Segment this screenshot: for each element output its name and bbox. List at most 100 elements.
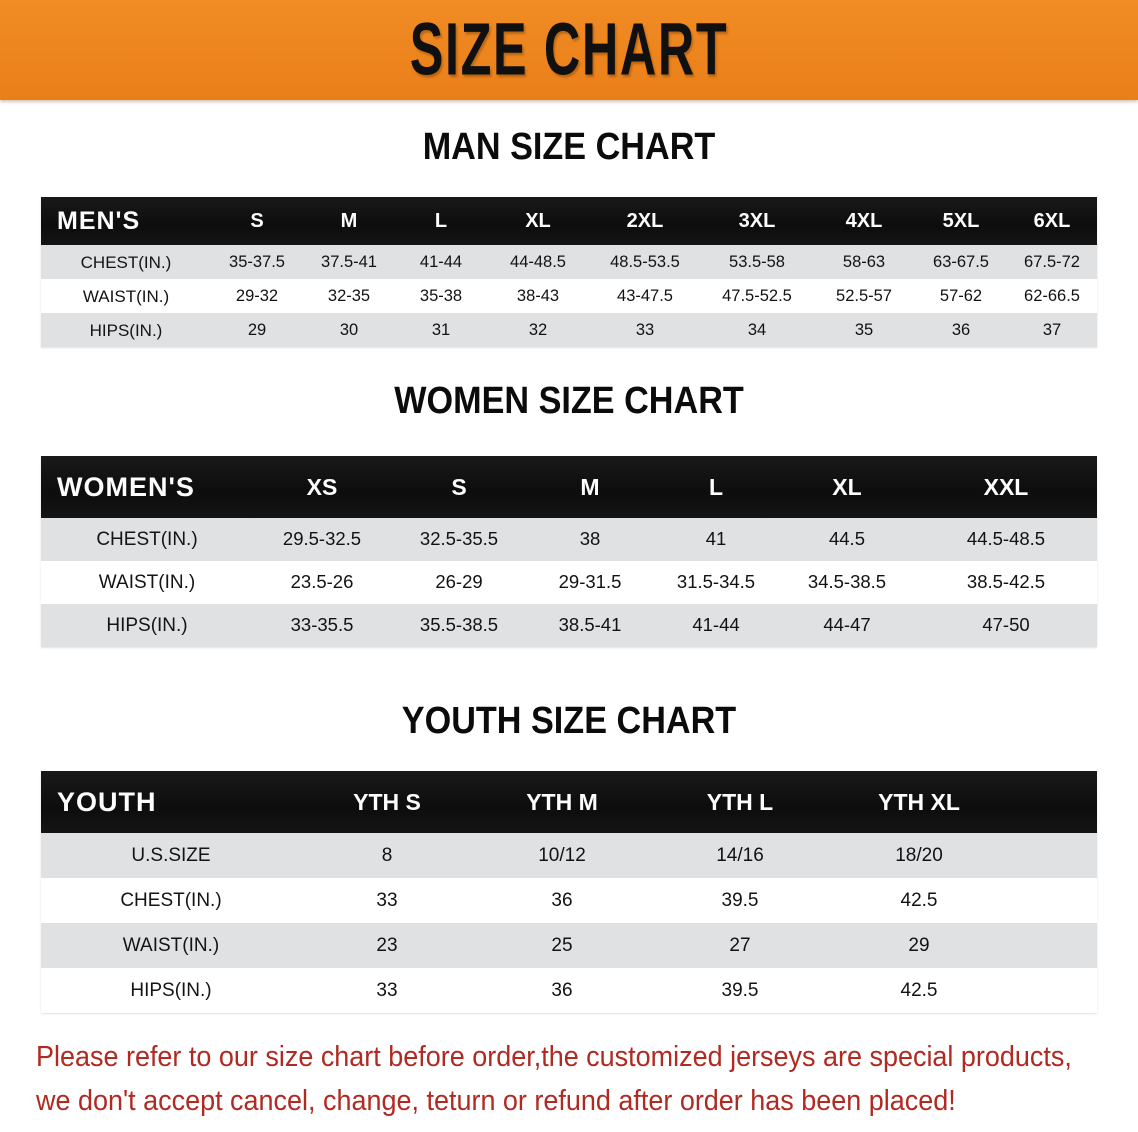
table-cell: 41 [653,518,779,561]
table-cell: 43-47.5 [589,279,701,313]
table-cell: 44.5 [779,518,915,561]
table-row: CHEST(IN.) 35-37.5 37.5-41 41-44 44-48.5 48.5… [41,245,1097,279]
column-header-l: L [434,210,448,232]
table-cell: 8 [301,833,473,878]
table-cell: 38-43 [487,279,589,313]
men-corner-label: MEN'S [57,206,141,235]
table-cell: 44.5-48.5 [915,518,1097,561]
women-size-table: WOMEN'S XS S M L XL XXL CHEST(IN.) 29.5-32.5 32.… [41,456,1097,647]
table-row: HIPS(IN.) 29 30 31 32 33 34 35 36 37 [41,313,1097,347]
table-cell: 10/12 [473,833,651,878]
table-row: CHEST(IN.) 29.5-32.5 32.5-35.5 38 41 44.5 44.5… [41,518,1097,561]
row-label: WAIST(IN.) [41,561,253,604]
table-cell: 39.5 [651,968,829,1013]
table-cell: 33-35.5 [253,604,391,647]
table-cell: 35-37.5 [211,245,303,279]
table-cell: 39.5 [651,878,829,923]
table-cell: 35-38 [395,279,487,313]
table-cell: 34 [701,313,813,347]
table-cell: 42.5 [829,968,1009,1013]
column-header-6xl: 6XL [1033,210,1071,232]
table-cell: 37 [1007,313,1097,347]
table-cell: 23 [301,923,473,968]
row-label: WAIST(IN.) [41,279,211,313]
table-cell: 35.5-38.5 [391,604,527,647]
column-header-2xl: 2XL [626,210,664,232]
table-cell: 44-47 [779,604,915,647]
column-header-3xl: 3XL [738,210,776,232]
table-cell: 34.5-38.5 [779,561,915,604]
table-cell: 32.5-35.5 [391,518,527,561]
column-header-yth-s: YTH S [353,788,421,815]
youth-table-header: YOUTH YTH S YTH M YTH L YTH XL [41,771,1097,833]
table-cell: 27 [651,923,829,968]
table-cell: 29-31.5 [527,561,653,604]
table-row: WAIST(IN.) 29-32 32-35 35-38 38-43 43-47.5 47.… [41,279,1097,313]
youth-corner-label: YOUTH [57,786,157,817]
table-cell: 52.5-57 [813,279,915,313]
row-label: HIPS(IN.) [41,604,253,647]
disclaimer-line-1: Please refer to our size chart before or… [36,1041,1072,1073]
table-cell: 41-44 [653,604,779,647]
column-header-empty [1009,771,1097,833]
row-label: WAIST(IN.) [41,923,301,968]
table-cell: 33 [301,878,473,923]
table-cell: 29 [829,923,1009,968]
table-cell-empty [1009,833,1097,878]
table-cell: 38 [527,518,653,561]
table-row: WAIST(IN.) 23.5-26 26-29 29-31.5 31.5-34.5 34… [41,561,1097,604]
youth-size-table: YOUTH YTH S YTH M YTH L YTH XL U.S.SIZE 8 10/1… [41,771,1097,1013]
table-cell: 18/20 [829,833,1009,878]
page-title: SIZE CHART [409,8,729,91]
table-cell-empty [1009,878,1097,923]
column-header-xl: XL [525,210,551,232]
table-cell: 26-29 [391,561,527,604]
section-title-women: WOMEN SIZE CHART [394,380,744,422]
table-cell-empty [1009,923,1097,968]
table-cell: 31 [395,313,487,347]
disclaimer-line-2: we don't accept cancel, change, teturn o… [36,1085,956,1117]
column-header-5xl: 5XL [942,210,980,232]
table-cell: 29.5-32.5 [253,518,391,561]
row-label: CHEST(IN.) [41,878,301,923]
column-header-xxl: XXL [983,473,1029,500]
row-label: CHEST(IN.) [41,245,211,279]
row-label: CHEST(IN.) [41,518,253,561]
page-banner: SIZE CHART [0,0,1138,100]
table-cell: 57-62 [915,279,1007,313]
table-cell: 33 [589,313,701,347]
section-title-man: MAN SIZE CHART [422,126,716,168]
table-row: HIPS(IN.) 33-35.5 35.5-38.5 38.5-41 41-44 44-… [41,604,1097,647]
table-cell: 33 [301,968,473,1013]
table-cell: 37.5-41 [303,245,395,279]
row-label: HIPS(IN.) [41,968,301,1013]
table-cell: 29-32 [211,279,303,313]
men-size-table: MEN'S S M L XL 2XL 3XL 4XL 5XL 6XL CHEST(IN.) 35-3… [41,197,1097,347]
table-header-row: MEN'S S M L XL 2XL 3XL 4XL 5XL 6XL [41,197,1097,245]
column-header-l: L [708,473,724,500]
table-cell: 58-63 [813,245,915,279]
table-cell: 36 [915,313,1007,347]
table-header-row: YOUTH YTH S YTH M YTH L YTH XL [41,771,1097,833]
table-cell: 29 [211,313,303,347]
table-cell: 31.5-34.5 [653,561,779,604]
table-cell: 35 [813,313,915,347]
disclaimer-text: Please refer to our size chart before or… [36,1035,1072,1123]
youth-table-body: U.S.SIZE 8 10/12 14/16 18/20 CHEST(IN.) 33 36 39… [41,833,1097,1013]
column-header-4xl: 4XL [845,210,883,232]
table-cell: 47.5-52.5 [701,279,813,313]
table-cell: 38.5-41 [527,604,653,647]
table-cell: 30 [303,313,395,347]
row-label: HIPS(IN.) [41,313,211,347]
table-cell: 36 [473,968,651,1013]
table-cell: 38.5-42.5 [915,561,1097,604]
column-header-xs: XS [306,473,338,500]
column-header-yth-xl: YTH XL [878,788,960,815]
table-cell: 48.5-53.5 [589,245,701,279]
column-header-m: M [580,473,600,500]
table-cell: 62-66.5 [1007,279,1097,313]
women-table-header: WOMEN'S XS S M L XL XXL [41,456,1097,518]
table-row: HIPS(IN.) 33 36 39.5 42.5 [41,968,1097,1013]
table-row: U.S.SIZE 8 10/12 14/16 18/20 [41,833,1097,878]
